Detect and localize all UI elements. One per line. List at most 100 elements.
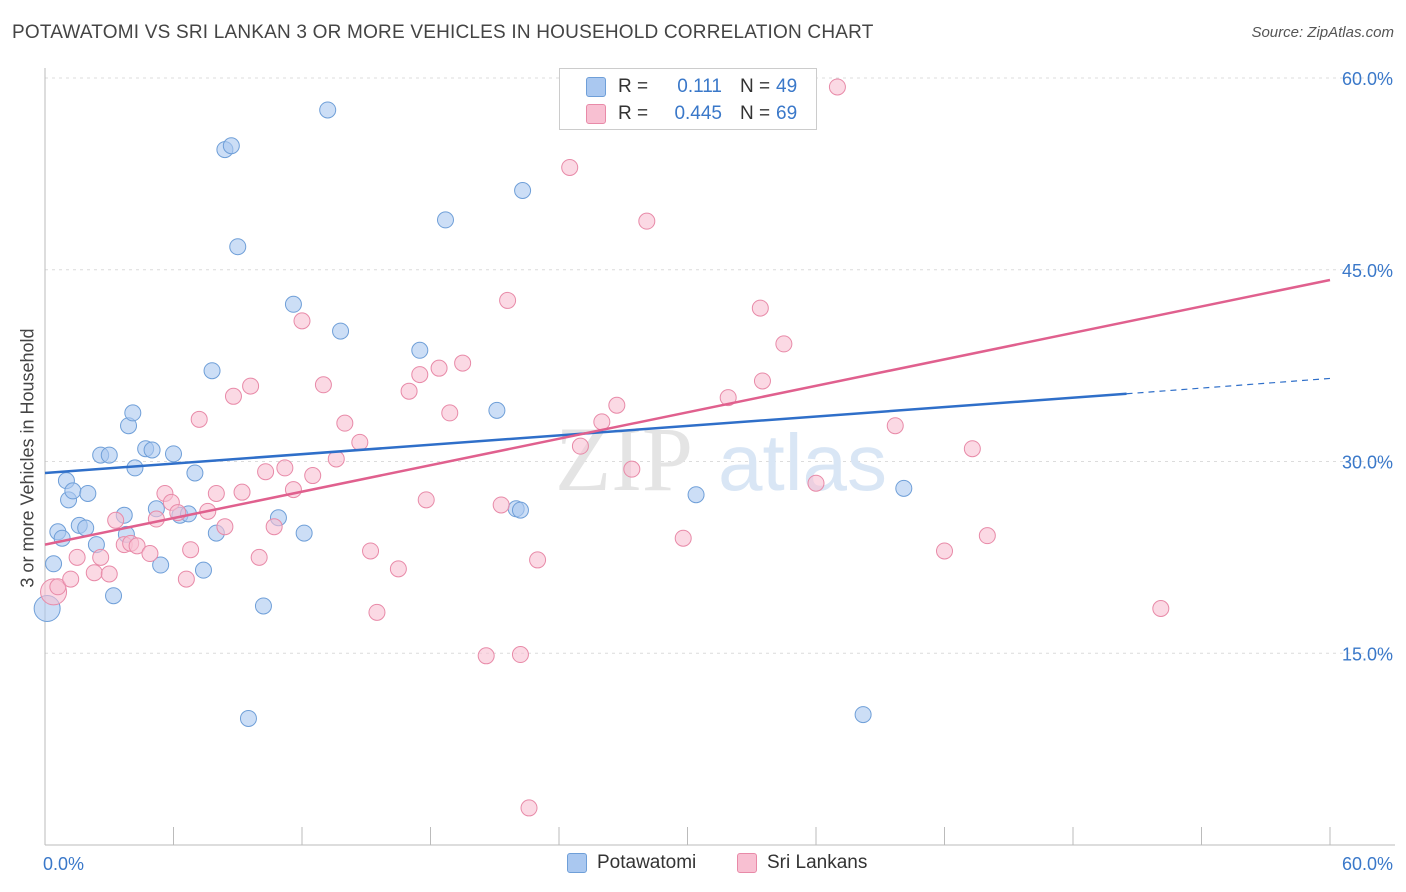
sri-lankans-point	[430, 359, 448, 377]
sri-lankans-point	[807, 474, 825, 492]
legend-n-value: 69	[776, 103, 798, 124]
sri-lankans-point	[49, 578, 67, 596]
sri-lankans-point	[250, 548, 268, 566]
y-tick-label: 15.0%	[1342, 644, 1393, 664]
sri-lankans-trend-line	[44, 278, 1331, 546]
sri-lankans-point	[499, 291, 517, 309]
sri-lankans-point	[147, 510, 165, 528]
sri-lankans-point	[561, 158, 579, 176]
sri-lankans-point	[368, 603, 386, 621]
sri-lankans-point	[1152, 600, 1170, 618]
sri-lankans-point	[886, 417, 904, 435]
axes	[44, 68, 1395, 846]
potawatomi-point	[165, 445, 182, 463]
sri-lankans-point	[477, 647, 495, 665]
series-legend-potawatomi[interactable]: Potawatomi	[567, 852, 696, 874]
series-legend: Potawatomi Sri Lankans	[0, 852, 1406, 878]
watermark-atlas: atlas	[718, 418, 887, 507]
legend-swatch-sri-lankans	[586, 104, 606, 124]
sri-lankans-point	[441, 404, 459, 422]
potawatomi-point	[64, 482, 82, 500]
legend-r-label: R =	[618, 103, 649, 124]
data-points	[33, 78, 1170, 817]
sri-lankans-point	[190, 410, 208, 428]
source-credit: Source: ZipAtlas.com	[1251, 24, 1394, 41]
sri-lankans-point	[233, 483, 251, 501]
sri-lankans-point	[719, 389, 737, 407]
legend-n-label: N =	[740, 76, 771, 97]
potawatomi-point	[332, 322, 350, 340]
x-tick-label-min: 0.0%	[43, 854, 84, 874]
sri-lankans-point	[454, 354, 472, 372]
y-tick-label: 30.0%	[1342, 453, 1393, 473]
sri-lankans-point	[257, 463, 275, 481]
potawatomi-point	[411, 341, 429, 359]
potawatomi-point	[45, 555, 63, 573]
watermark-zip: ZIP	[555, 408, 693, 510]
sri-lankans-point	[265, 518, 283, 536]
sri-lankans-point	[417, 491, 435, 509]
sri-lankans-point	[623, 460, 641, 478]
potawatomi-point	[687, 486, 705, 504]
gridlines	[45, 77, 1395, 654]
sri-lankans-point	[304, 467, 322, 485]
sri-lankans-point	[936, 542, 953, 560]
series-legend-sri-lankans[interactable]: Sri Lankans	[737, 852, 867, 874]
potawatomi-point	[152, 556, 170, 574]
sri-lankans-point	[224, 387, 242, 405]
sri-lankans-point	[293, 312, 311, 330]
series-label-sri-lankans: Sri Lankans	[767, 852, 868, 873]
potawatomi-point	[77, 519, 95, 537]
sri-lankans-point	[182, 541, 200, 559]
potawatomi-point	[254, 597, 272, 615]
sri-lankans-point	[92, 548, 110, 566]
sri-lankans-point	[276, 459, 294, 477]
legend-row-potawatomi: R = 0.111 N = 49	[586, 74, 797, 100]
sri-lankans-point	[62, 570, 80, 588]
sri-lankans-point	[107, 511, 125, 529]
potawatomi-point	[488, 401, 506, 419]
series-label-potawatomi: Potawatomi	[597, 852, 697, 873]
sri-lankans-point	[141, 545, 159, 563]
potawatomi-point	[514, 181, 532, 199]
potawatomi-point	[295, 524, 313, 542]
sri-lankans-point	[242, 377, 260, 395]
sri-lankans-point	[638, 212, 656, 230]
potawatomi-trend-extension	[1126, 377, 1331, 395]
legend-r-label: R =	[618, 76, 649, 97]
sri-lankans-point	[511, 646, 529, 664]
legend-n-value: 49	[776, 76, 798, 97]
potawatomi-point	[284, 295, 302, 313]
legend-n-label: N =	[740, 103, 771, 124]
legend-swatch-potawatomi	[586, 77, 606, 97]
potawatomi-point	[53, 529, 71, 547]
sri-lankans-point	[520, 799, 538, 817]
sri-lankans-point	[327, 450, 345, 468]
sri-lankans-point	[68, 548, 86, 566]
potawatomi-point	[229, 238, 247, 256]
sri-lankans-point	[751, 299, 769, 317]
sri-lankans-point	[492, 496, 510, 514]
sri-lankans-point	[389, 560, 407, 578]
series-swatch-sri-lankans	[737, 853, 757, 873]
potawatomi-point	[143, 441, 161, 459]
tick-labels: 15.0% 30.0% 45.0% 60.0% 0.0% 60.0%	[43, 69, 1393, 874]
sri-lankans-point	[571, 437, 589, 455]
correlation-legend: R = 0.111 N = 49 R = 0.445 N = 69	[559, 68, 817, 130]
sri-lankans-point	[674, 529, 692, 547]
potawatomi-point	[239, 709, 257, 727]
potawatomi-point	[100, 446, 118, 464]
sri-lankans-point	[362, 542, 380, 560]
potawatomi-point	[319, 101, 337, 119]
sri-lankans-point	[775, 335, 793, 353]
sri-lankans-point	[963, 440, 981, 458]
sri-lankans-point	[177, 570, 195, 588]
potawatomi-point	[186, 464, 204, 482]
y-tick-label: 45.0%	[1342, 261, 1393, 281]
sri-lankans-point	[608, 396, 626, 414]
sri-lankans-point	[351, 433, 369, 451]
sri-lankans-point	[128, 537, 146, 555]
sri-lankans-point	[100, 565, 118, 583]
potawatomi-point	[895, 479, 913, 497]
